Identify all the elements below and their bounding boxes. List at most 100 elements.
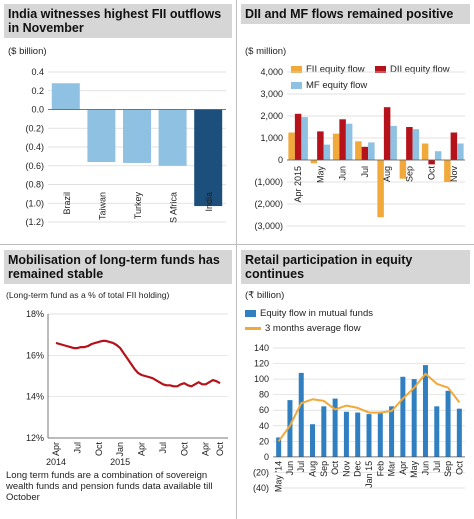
bar	[361, 146, 369, 160]
y-tick-label: (0.4)	[25, 142, 44, 152]
y-tick-label: 4,000	[260, 67, 283, 77]
x-tick-label: Turkey	[133, 192, 143, 220]
swatch	[291, 81, 302, 89]
x-tick-label: Aug	[308, 461, 318, 477]
y-tick-label: 80	[259, 390, 269, 400]
bar	[400, 376, 406, 457]
unit-label: ($ billion)	[8, 46, 47, 57]
y-tick-label: (1,000)	[254, 177, 283, 187]
y-tick-label: (1.2)	[25, 217, 44, 227]
x-tick-label: Jul	[296, 461, 306, 473]
bar	[434, 151, 442, 160]
x-tick-label: S Africa	[169, 192, 179, 223]
x-tick-label: Sep	[404, 166, 414, 182]
y-tick-label: 100	[254, 374, 269, 384]
bar	[390, 125, 397, 160]
bar	[389, 406, 395, 457]
x-tick-label: Brazil	[62, 192, 72, 215]
bar	[298, 372, 304, 457]
bar	[87, 109, 116, 162]
y-tick-label: (0.6)	[25, 161, 44, 171]
bar	[321, 406, 327, 457]
bar	[123, 109, 151, 163]
bar	[383, 107, 391, 160]
bar	[301, 117, 308, 160]
x-tick-label: May	[315, 166, 325, 184]
x-tick-label: Sep	[443, 461, 453, 477]
unit-label: ($ million)	[245, 46, 287, 57]
x-tick-label: Apr	[51, 442, 61, 456]
y-tick-label: 0	[264, 452, 269, 462]
bar	[445, 390, 451, 457]
bar	[345, 123, 353, 160]
y-tick-label: 14%	[26, 392, 44, 402]
legend-label: FII equity flow	[306, 64, 365, 75]
x-year-label: 2014	[46, 457, 66, 467]
legend-item: 3 months average flow	[245, 323, 361, 334]
y-tick-label: (0.8)	[25, 180, 44, 190]
x-tick-label: Oct	[427, 166, 437, 181]
bar	[194, 109, 223, 207]
bar	[343, 411, 349, 457]
bar	[412, 129, 420, 160]
series-line	[55, 339, 221, 388]
x-tick-label: Jun	[338, 166, 348, 181]
chart-title: Mobilisation of long-term funds has rema…	[4, 250, 232, 284]
swatch	[245, 326, 261, 330]
x-tick-label: Sep	[319, 461, 329, 477]
bar	[457, 143, 464, 160]
x-tick-label: Dec	[353, 460, 363, 477]
swatch	[245, 309, 256, 317]
x-tick-label: Jun	[285, 461, 295, 476]
bar	[355, 412, 361, 457]
legend: FII equity flow DII equity flow MF equit…	[291, 64, 466, 100]
y-tick-label: 0.4	[31, 67, 44, 77]
bar	[434, 406, 440, 457]
bar	[399, 160, 407, 179]
swatch	[375, 65, 386, 73]
bar	[411, 379, 417, 457]
legend-label: DII equity flow	[390, 64, 450, 75]
x-tick-label: Nov	[449, 166, 459, 183]
x-tick-label: Taiwan	[97, 192, 107, 220]
footnote: Long term funds are a combination of sov…	[6, 470, 213, 503]
bar	[310, 160, 318, 164]
unit-label: (Long-term fund as a % of total FII hold…	[6, 290, 170, 300]
x-tick-label: Oct	[454, 460, 464, 475]
panel-long-term-funds: Mobilisation of long-term funds has rema…	[4, 250, 232, 510]
x-tick-label: Apr	[201, 442, 211, 456]
bar	[51, 83, 80, 110]
fii-outflows-chart: (1.2) (1.0) (0.8) (0.6) (0.4) (0.2) 0.0 0.2 0.4 B…	[25, 67, 226, 227]
panel-fii-outflows: India witnesses highest FII outflows in …	[4, 4, 232, 240]
y-tick-label: (20)	[253, 467, 269, 477]
y-tick-label: 3,000	[260, 89, 283, 99]
legend-label: Equity flow in mutual funds	[260, 308, 374, 319]
x-tick-label: Mar	[387, 461, 397, 477]
y-tick-label: 0	[278, 155, 283, 165]
panel-divider-horizontal	[0, 244, 474, 245]
x-tick-label: Apr	[398, 461, 408, 475]
legend-item: DII equity flow	[375, 64, 450, 75]
bar	[421, 143, 429, 160]
bar	[428, 160, 435, 165]
x-tick-label: Aug	[382, 166, 392, 182]
x-year-label: 2015	[110, 457, 130, 467]
bar	[339, 119, 346, 160]
x-tick-label: Jul	[432, 461, 442, 473]
long-term-funds-chart: 12% 14% 16% 18% Apr Jul Oct Jan Apr Jul Oct Apr Oct 2…	[26, 309, 228, 467]
y-tick-label: 12%	[26, 433, 44, 443]
bar	[158, 109, 187, 166]
bar	[287, 400, 293, 457]
bar	[288, 132, 295, 160]
bar	[377, 160, 384, 218]
panel-retail-participation: Retail participation in equity continues…	[241, 250, 470, 516]
x-tick-label: Oct	[94, 442, 104, 457]
y-tick-label: 1,000	[260, 133, 283, 143]
bar	[332, 133, 340, 160]
legend-item: MF equity flow	[291, 80, 367, 91]
y-tick-label: 2,000	[260, 111, 283, 121]
x-tick-label: Oct	[215, 442, 225, 457]
bar	[317, 131, 324, 160]
bar	[456, 408, 462, 457]
